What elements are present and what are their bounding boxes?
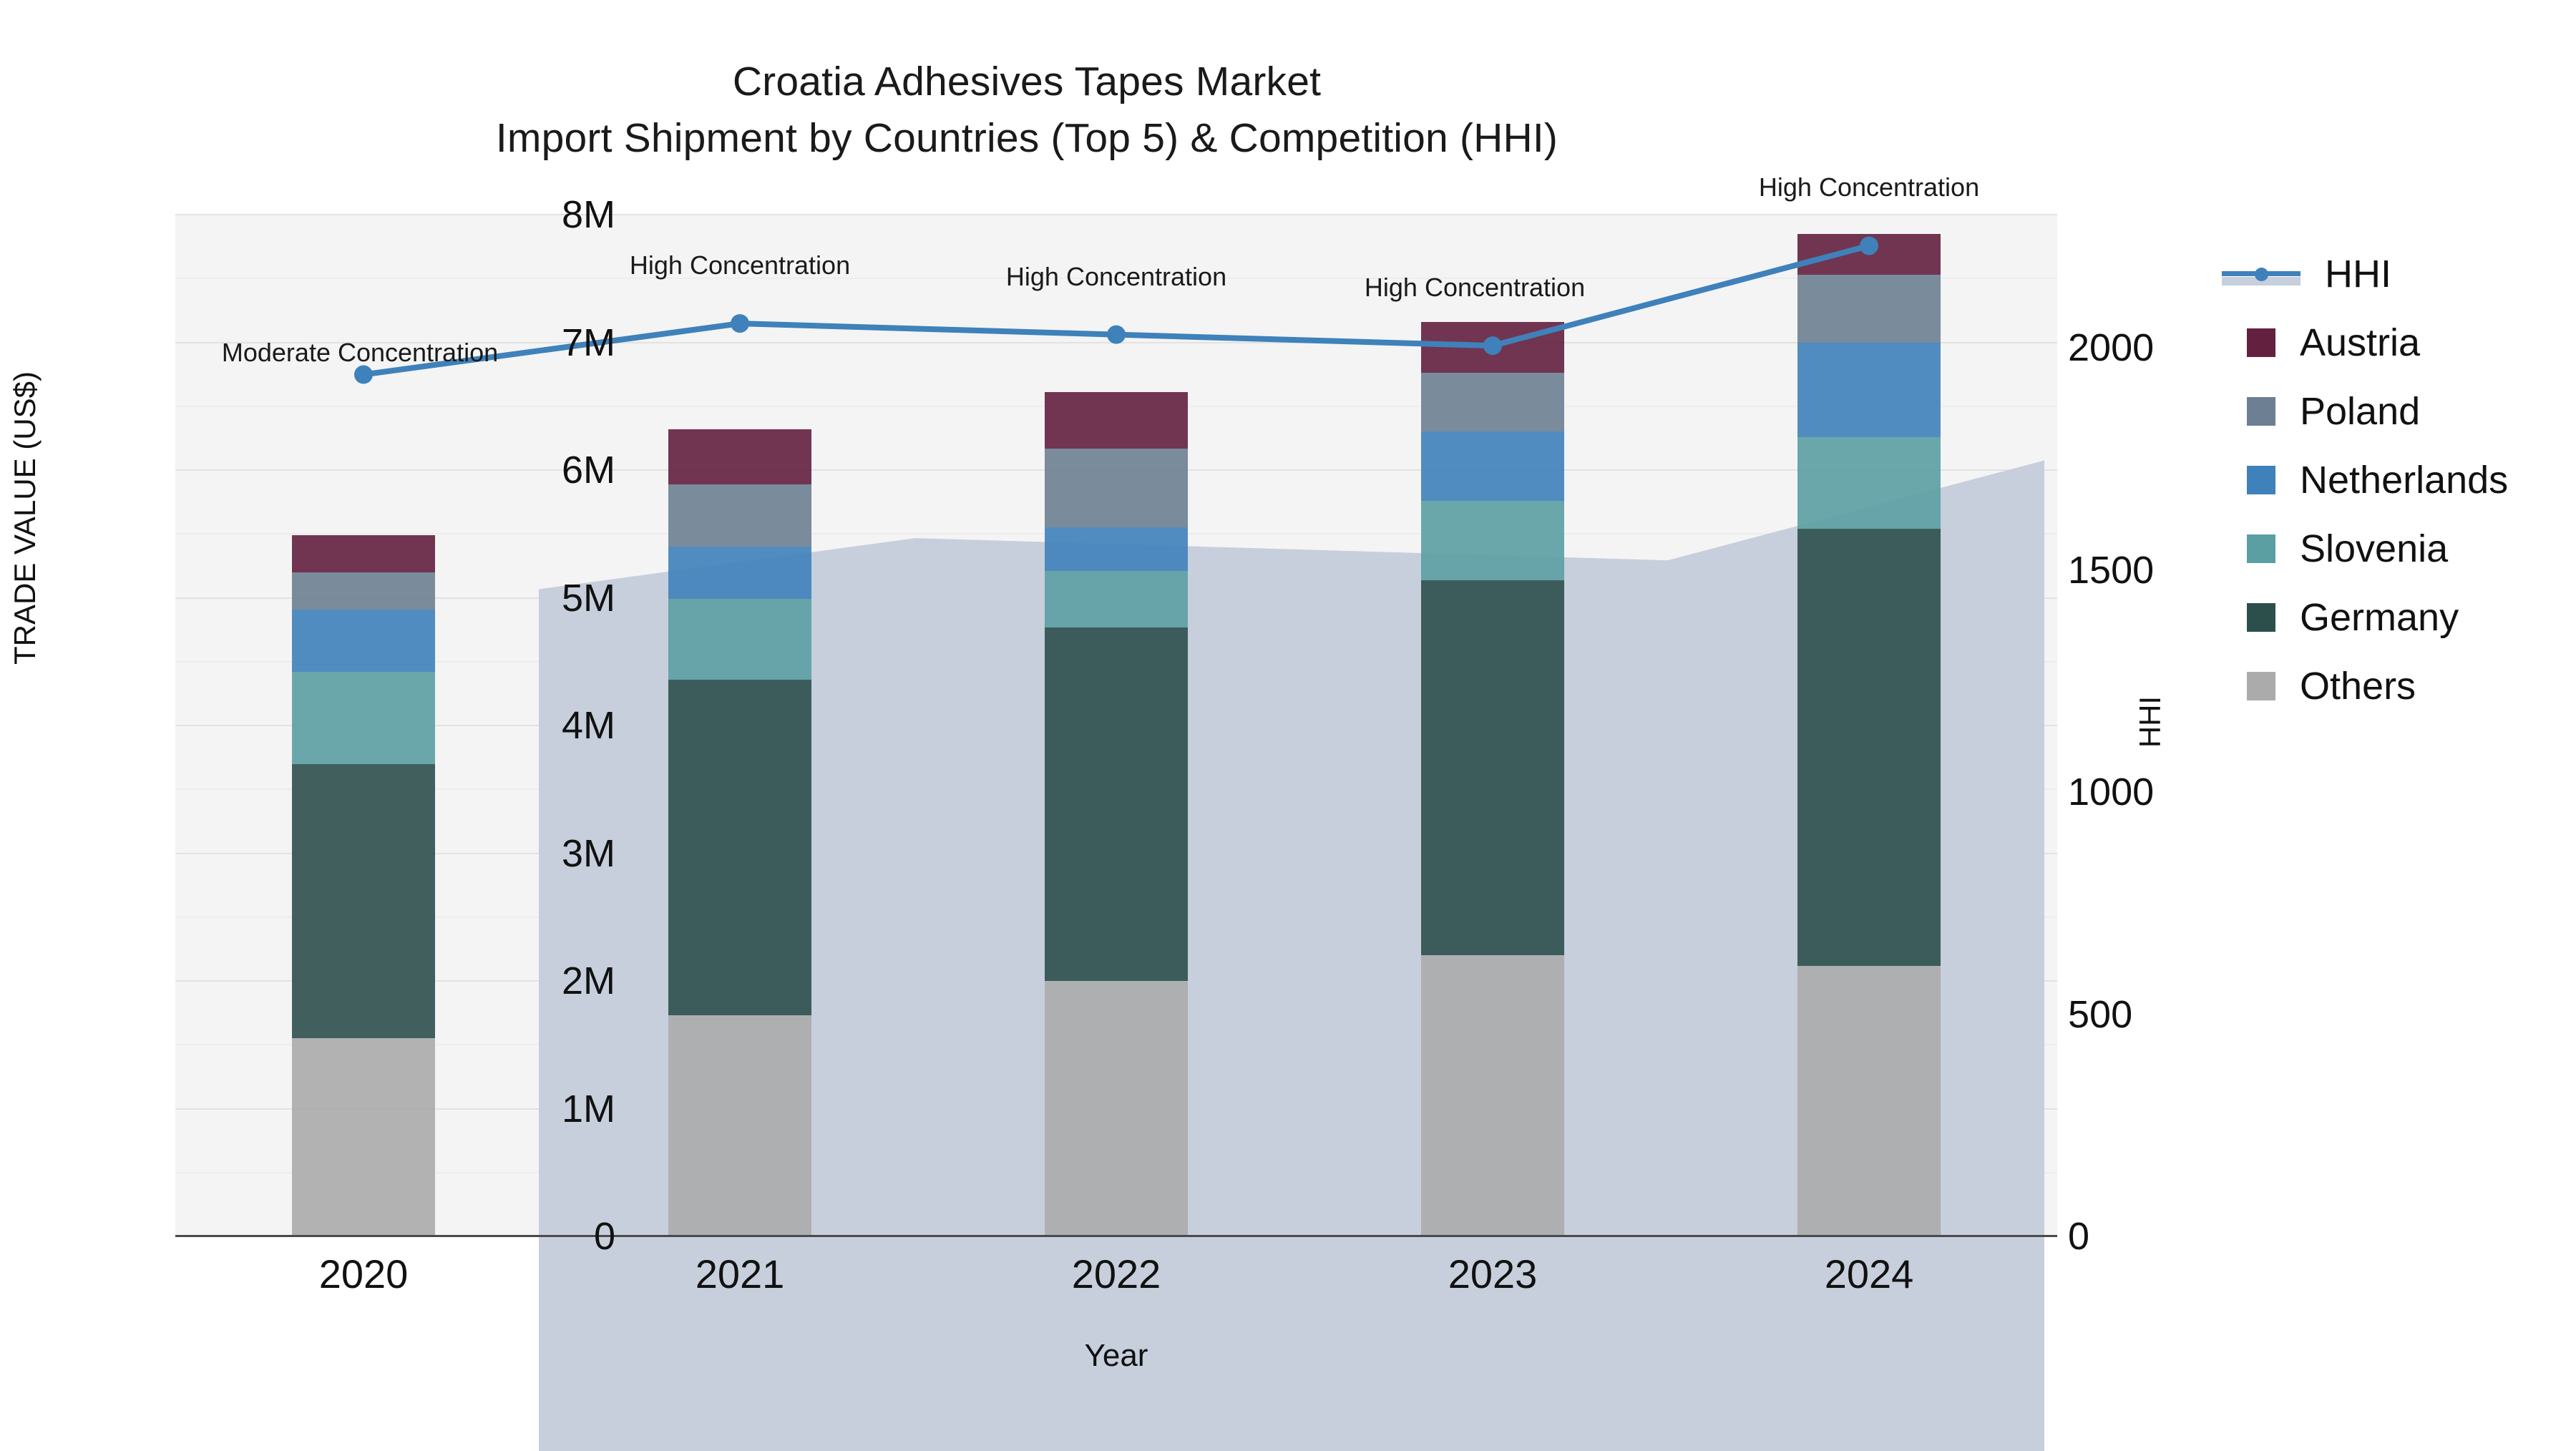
legend-label: Slovenia xyxy=(2300,527,2449,570)
legend-item[interactable]: Poland xyxy=(2222,377,2558,446)
y-axis-tick-label: 7M xyxy=(561,321,615,364)
bar-segment[interactable] xyxy=(1797,965,1941,1236)
bar-group[interactable] xyxy=(1045,215,1188,1236)
y-axis-tick-label: 2M xyxy=(561,959,615,1002)
bar-segment[interactable] xyxy=(1045,392,1188,449)
legend-line-marker xyxy=(2255,268,2268,281)
bar-segment[interactable] xyxy=(1797,436,1941,529)
bar-segment[interactable] xyxy=(292,609,435,673)
bar-segment[interactable] xyxy=(1045,627,1188,981)
y2-axis-tick-label: 2000 xyxy=(2068,326,2155,370)
bar-segment[interactable] xyxy=(292,763,435,1039)
plot-area xyxy=(175,214,2057,1451)
bar-segment[interactable] xyxy=(292,672,435,764)
bar-segment[interactable] xyxy=(1045,571,1188,627)
bar-segment[interactable] xyxy=(1421,431,1564,501)
y-axis-label: TRADE VALUE (US$) xyxy=(8,371,42,665)
legend-item[interactable]: Slovenia xyxy=(2222,514,2558,583)
bar-group[interactable] xyxy=(292,215,435,1236)
bar-segment[interactable] xyxy=(1045,981,1188,1236)
bar-segment[interactable] xyxy=(668,429,811,484)
legend-label: Germany xyxy=(2300,596,2459,639)
chart-title-line-1: Croatia Adhesives Tapes Market xyxy=(732,59,1322,104)
legend-item[interactable]: Germany xyxy=(2222,583,2558,652)
bar-segment[interactable] xyxy=(1421,580,1564,956)
legend-item[interactable]: Others xyxy=(2222,652,2558,720)
chart-title: Croatia Adhesives Tapes Market Import Sh… xyxy=(0,54,2054,166)
chart-title-line-2: Import Shipment by Countries (Top 5) & C… xyxy=(495,114,1558,161)
bar-segment[interactable] xyxy=(1797,342,1941,437)
bar-segment[interactable] xyxy=(292,535,435,572)
legend-line-swatch xyxy=(2222,260,2301,288)
bar-group[interactable] xyxy=(668,215,811,1236)
x-axis-line xyxy=(175,1235,2057,1237)
bar-segment[interactable] xyxy=(1421,955,1564,1236)
concentration-annotation: Moderate Concentration xyxy=(221,337,499,367)
legend-color-swatch xyxy=(2247,328,2275,357)
concentration-annotation: High Concentration xyxy=(1005,261,1227,291)
y-axis-tick-label: 3M xyxy=(561,831,615,875)
bar-segment[interactable] xyxy=(668,1015,811,1236)
legend-color-swatch xyxy=(2247,534,2275,563)
bar-segment[interactable] xyxy=(292,572,435,610)
legend-color-swatch xyxy=(2247,466,2275,494)
concentration-annotation: High Concentration xyxy=(1364,273,1586,303)
legend-label: Netherlands xyxy=(2300,459,2509,502)
legend-color-swatch xyxy=(2247,603,2275,632)
bar-segment[interactable] xyxy=(668,599,811,680)
legend-label: Poland xyxy=(2300,390,2421,433)
y-axis-tick-label: 1M xyxy=(561,1087,615,1130)
y2-axis-tick-label: 0 xyxy=(2068,1215,2090,1258)
bar-segment[interactable] xyxy=(1797,233,1941,275)
bar-segment[interactable] xyxy=(668,484,811,547)
legend: HHI Austria Poland Netherlands Slovenia Germa… xyxy=(2222,240,2558,720)
concentration-annotation: High Concentration xyxy=(629,250,851,280)
legend-color-swatch xyxy=(2247,397,2275,426)
bar-segment[interactable] xyxy=(1797,274,1941,343)
x-axis-tick-label: 2022 xyxy=(1071,1251,1161,1296)
bar-segment[interactable] xyxy=(292,1038,435,1236)
bar-group[interactable] xyxy=(1797,215,1941,1236)
bar-segment[interactable] xyxy=(1421,373,1564,432)
x-axis-tick-label: 2023 xyxy=(1448,1251,1538,1296)
y-axis-tick-label: 6M xyxy=(561,449,615,492)
y2-axis-tick-label: 500 xyxy=(2068,992,2133,1036)
legend-area-band xyxy=(2222,277,2301,285)
bar-segment[interactable] xyxy=(1421,321,1564,373)
y2-axis-tick-label: 1000 xyxy=(2068,771,2155,814)
bar-segment[interactable] xyxy=(1045,448,1188,528)
legend-label: Austria xyxy=(2300,321,2421,364)
legend-item[interactable]: Austria xyxy=(2222,308,2558,377)
bar-segment[interactable] xyxy=(668,679,811,1016)
bar-segment[interactable] xyxy=(1421,500,1564,580)
x-axis-label: Year xyxy=(1084,1338,1148,1373)
x-axis-tick-label: 2024 xyxy=(1824,1251,1914,1296)
y2-axis-tick-label: 1500 xyxy=(2068,548,2155,592)
y-axis-tick-label: 4M xyxy=(561,704,615,747)
y-axis-tick-label: 0 xyxy=(593,1215,615,1258)
bar-segment[interactable] xyxy=(1797,529,1941,966)
bar-segment[interactable] xyxy=(668,547,811,600)
x-axis-tick-label: 2020 xyxy=(318,1251,409,1296)
legend-color-swatch xyxy=(2247,672,2275,700)
concentration-annotation: High Concentration xyxy=(1758,172,1980,202)
legend-item[interactable]: Netherlands xyxy=(2222,446,2558,514)
legend-item[interactable]: HHI xyxy=(2222,240,2558,308)
bar-group[interactable] xyxy=(1421,215,1564,1236)
x-axis-tick-label: 2021 xyxy=(695,1251,785,1296)
legend-label: Others xyxy=(2300,665,2416,708)
y-axis-tick-label: 8M xyxy=(561,193,615,236)
y-axis-tick-label: 5M xyxy=(561,576,615,620)
bar-segment[interactable] xyxy=(1045,527,1188,572)
legend-label: HHI xyxy=(2325,253,2391,295)
gridline xyxy=(175,214,2057,215)
